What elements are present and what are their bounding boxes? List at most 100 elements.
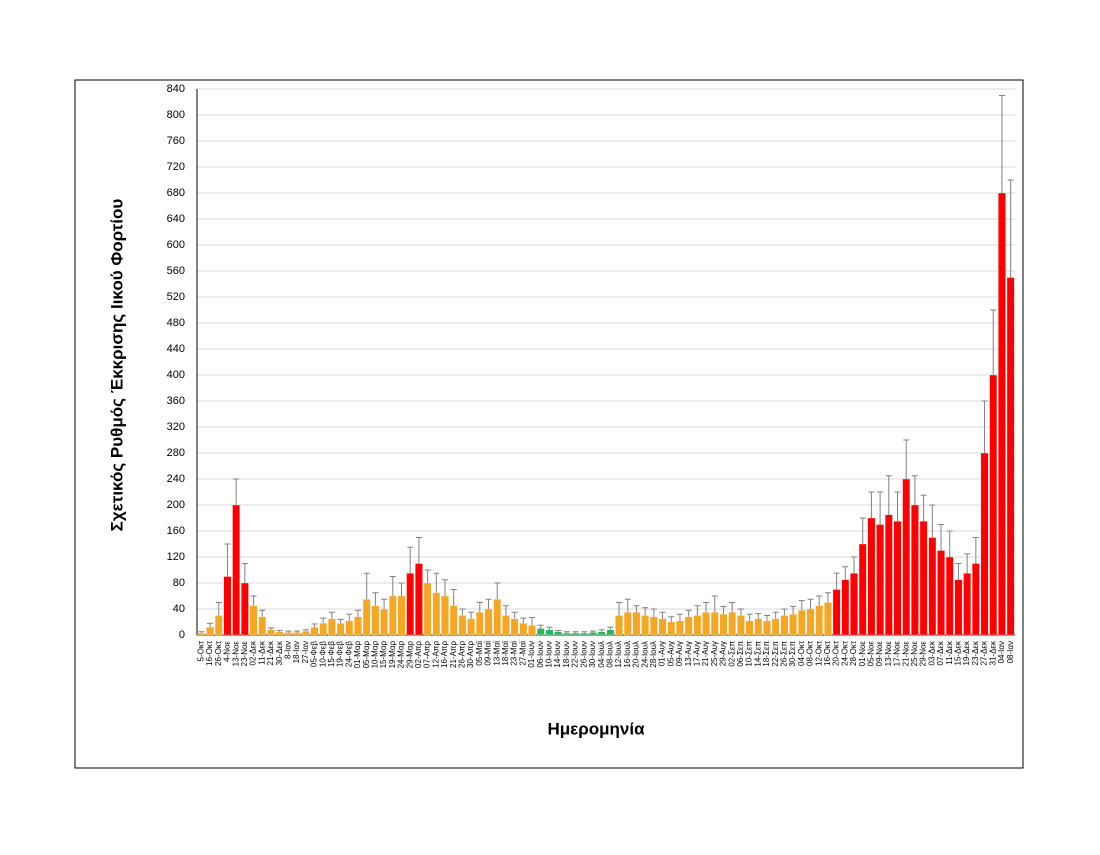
x-tick-label: 07-Δεκ bbox=[936, 640, 945, 665]
y-axis-title: Σχετικός Ρυθμός Έκκρισης Ιικού Φορτίου bbox=[107, 199, 126, 532]
y-tick-label: 480 bbox=[167, 317, 185, 329]
x-tick-label: 15-Δεκ bbox=[954, 640, 963, 665]
bar bbox=[380, 608, 388, 636]
x-tick-label: 09-Αυγ bbox=[675, 641, 684, 666]
x-tick-label: 02-Δεκ bbox=[249, 640, 258, 665]
bar bbox=[615, 615, 623, 636]
x-tick-label: 30-Δεκ bbox=[275, 640, 284, 665]
bar bbox=[841, 579, 850, 636]
y-tick-label: 840 bbox=[167, 83, 185, 95]
bar bbox=[580, 632, 589, 636]
x-tick-label: 22-Σεπ bbox=[771, 641, 780, 667]
bar bbox=[972, 563, 980, 636]
bar bbox=[206, 627, 214, 636]
x-tick-label: 19-Δεκ bbox=[962, 640, 971, 665]
x-tick-label: 03-Δεκ bbox=[927, 640, 936, 665]
x-tick-label: 02-Σεπ bbox=[727, 641, 736, 667]
x-tick-label: 12-Απρ bbox=[431, 641, 440, 668]
bar bbox=[397, 595, 406, 636]
x-tick-label: 08-Ιαν bbox=[1006, 641, 1015, 663]
x-tick-label: 17-Αυγ bbox=[692, 641, 701, 666]
x-tick-label: 15-Φεβ bbox=[327, 641, 336, 668]
bar bbox=[928, 537, 937, 636]
y-tick-label: 160 bbox=[167, 525, 185, 537]
x-tick-label: 12-Ιουλ bbox=[614, 641, 623, 668]
bar bbox=[719, 614, 728, 636]
x-tick-label: 13-Νοε bbox=[231, 641, 240, 667]
y-tick-label: 120 bbox=[167, 551, 185, 563]
bar bbox=[902, 478, 911, 636]
x-tick-label: 24-Ιουλ bbox=[640, 641, 649, 668]
x-tick-label: 13-Αυγ bbox=[684, 641, 693, 666]
x-tick-label: 27-Μαϊ bbox=[518, 641, 527, 666]
x-tick-label: 16-Οκτ bbox=[823, 640, 832, 666]
bar bbox=[345, 620, 354, 636]
y-tick-label: 280 bbox=[167, 447, 185, 459]
x-tick-label: 02-Απρ bbox=[414, 641, 423, 668]
y-tick-label: 600 bbox=[167, 239, 185, 251]
bar bbox=[354, 616, 362, 636]
x-axis-title: Ημερομηνία bbox=[547, 719, 645, 738]
x-tick-label: 16-Οκτ bbox=[205, 640, 214, 666]
bar bbox=[519, 623, 528, 636]
x-tick-label: 13-Νοε bbox=[884, 641, 893, 667]
bar bbox=[754, 618, 763, 636]
y-tick-label: 400 bbox=[167, 369, 185, 381]
bar bbox=[415, 563, 423, 636]
x-tick-label: 01-Ιουν bbox=[527, 641, 536, 668]
bar bbox=[406, 573, 415, 636]
x-tick-label: 18-Ιουν bbox=[562, 641, 571, 668]
x-tick-label: 21-Απρ bbox=[449, 641, 458, 668]
x-tick-label: 30-Ιουν bbox=[588, 641, 597, 668]
x-tick-label: 29-Μαρ bbox=[405, 641, 414, 669]
x-tick-label: 01-Νοε bbox=[858, 641, 867, 667]
bar bbox=[476, 612, 484, 636]
bar bbox=[876, 524, 884, 636]
bar bbox=[597, 631, 606, 636]
x-tick-label: 18-Μαϊ bbox=[501, 641, 510, 666]
bar bbox=[797, 610, 806, 636]
bar bbox=[684, 616, 693, 636]
bar bbox=[911, 504, 919, 636]
x-tick-label: 27-Δεκ bbox=[980, 640, 989, 665]
bar bbox=[362, 599, 371, 636]
x-tick-label: 28-Ιουλ bbox=[649, 641, 658, 668]
bar bbox=[632, 612, 641, 636]
y-tick-label: 720 bbox=[167, 161, 185, 173]
bar bbox=[693, 615, 702, 636]
x-tick-label: 23-Νοε bbox=[240, 641, 249, 667]
x-tick-label: 09-Νοε bbox=[875, 641, 884, 667]
bar bbox=[301, 630, 310, 636]
bar bbox=[197, 632, 206, 636]
bar bbox=[258, 616, 267, 636]
bar bbox=[275, 631, 284, 636]
bar bbox=[963, 573, 971, 636]
x-tick-label: 10-Μαρ bbox=[371, 641, 380, 669]
bar bbox=[502, 615, 510, 636]
x-tick-label: 26-Απρ bbox=[458, 641, 467, 668]
y-tick-label: 640 bbox=[167, 213, 185, 225]
bar bbox=[954, 579, 963, 636]
y-tick-label: 320 bbox=[167, 421, 185, 433]
bar bbox=[510, 618, 519, 636]
bar bbox=[336, 623, 345, 636]
bar bbox=[528, 625, 536, 636]
x-tick-label: 30-Σεπ bbox=[788, 641, 797, 667]
x-tick-label: 08-Ιουλ bbox=[605, 641, 614, 668]
bar bbox=[571, 632, 580, 636]
x-tick-label: 26-Οκτ bbox=[214, 640, 223, 666]
x-tick-label: 20-Ιουλ bbox=[632, 641, 641, 668]
bar bbox=[623, 612, 632, 636]
x-tick-label: 14-Σεπ bbox=[753, 641, 762, 667]
x-tick-label: 15-Μαρ bbox=[379, 641, 388, 669]
bar bbox=[919, 521, 928, 636]
bar bbox=[589, 632, 597, 636]
x-tick-label: 04-Ιουλ bbox=[597, 641, 606, 668]
x-tick-label: 05-Μαρ bbox=[362, 641, 371, 669]
x-tick-label: 05-Νοε bbox=[867, 641, 876, 667]
bar bbox=[650, 616, 658, 636]
x-tick-label: 05-Αυγ bbox=[666, 641, 675, 666]
bar bbox=[484, 608, 493, 636]
bar bbox=[667, 621, 676, 636]
x-tick-label: 08-Οκτ bbox=[806, 640, 815, 666]
